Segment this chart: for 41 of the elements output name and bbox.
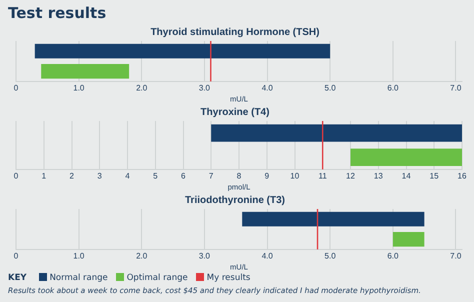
x-tick-label: 3.0 — [198, 83, 211, 92]
x-tick-label: 3.0 — [198, 251, 211, 260]
x-tick-label: 6.0 — [387, 251, 400, 260]
x-tick-label: 4.0 — [262, 251, 274, 260]
x-tick-label: 0 — [14, 83, 19, 92]
chart-title: Thyroxine (T4) — [200, 106, 270, 118]
x-tick-label: 7.0 — [450, 83, 462, 92]
x-tick-label: 13 — [374, 171, 384, 180]
x-tick-label: 16 — [458, 171, 467, 180]
x-tick-label: 4.0 — [262, 83, 274, 92]
x-tick-label: 6 — [181, 171, 186, 180]
x-tick-label: 15 — [430, 171, 440, 180]
legend-label: My results — [206, 273, 250, 283]
x-tick-label: 7.0 — [450, 251, 462, 260]
x-tick-label: 5.0 — [324, 83, 336, 92]
x-tick-label: 2 — [70, 171, 75, 180]
x-tick-label: 0 — [14, 251, 19, 260]
x-tick-label: 11 — [318, 171, 328, 180]
x-tick-label: 5.0 — [324, 251, 336, 260]
x-tick-label: 10 — [290, 171, 300, 180]
chart-title: Test results — [7, 3, 108, 24]
legend-label: Normal range — [48, 273, 108, 283]
x-tick-label: 3 — [97, 171, 102, 180]
x-tick-label: 1.0 — [73, 83, 85, 92]
chart-subtitle: Thyroid stimulating Hormone (TSH) — [150, 26, 320, 38]
x-tick-label: 2.0 — [136, 83, 148, 92]
x-tick-label: 6.0 — [387, 83, 400, 92]
x-tick-label: 1 — [42, 171, 47, 180]
x-tick-label: 0 — [14, 171, 19, 180]
chart-title: Triiodothyronine (T3) — [185, 194, 285, 206]
x-tick-label: 4 — [125, 171, 130, 180]
x-tick-label: 12 — [346, 171, 356, 180]
x-tick-label: 1.0 — [73, 251, 85, 260]
legend-title: KEY — [8, 273, 27, 283]
x-tick-label: 5 — [153, 171, 158, 180]
x-tick-label: 8 — [236, 171, 242, 180]
x-tick-label: 2.0 — [136, 251, 148, 260]
x-tick-label: 9 — [264, 171, 270, 180]
x-tick-label: 7 — [208, 171, 214, 180]
legend-label: Optimal range — [126, 273, 188, 283]
x-tick-label: 14 — [402, 171, 412, 180]
